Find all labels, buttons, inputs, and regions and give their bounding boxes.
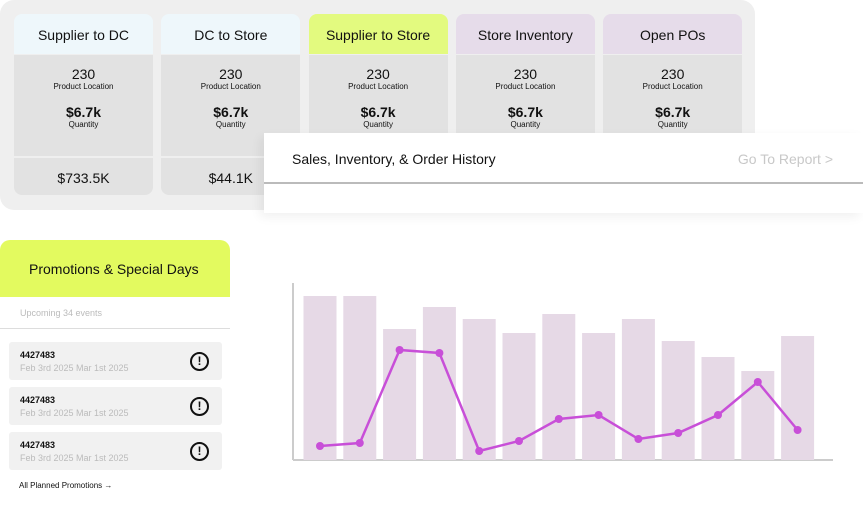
card-amount-label: Quantity [215, 120, 246, 129]
line-point [554, 415, 563, 423]
event-item: 4427483 Feb 3rd 2025 Mar 1st 2025! [9, 387, 222, 425]
line-point [475, 447, 484, 455]
report-link[interactable]: Go To Report > [737, 151, 833, 167]
line-point [714, 411, 722, 419]
alert-icon: ! [190, 397, 209, 416]
event-dates: Feb 3rd 2025 Mar 1st 2025 [20, 408, 129, 418]
card-title: Open POs [640, 27, 706, 43]
bar [661, 341, 695, 460]
card-title: Store Inventory [477, 27, 573, 43]
bar [701, 357, 735, 460]
line-point [355, 439, 364, 447]
alert-icon: ! [190, 442, 209, 461]
card-count: 230 [71, 66, 96, 82]
card-body [14, 55, 153, 156]
card-header [14, 14, 153, 54]
bar [582, 333, 616, 460]
card-count-label: Product Location [200, 82, 261, 91]
card-header [161, 14, 301, 54]
line-point [435, 349, 444, 357]
card-count-label: Product Location [348, 82, 409, 91]
line-point [395, 346, 404, 354]
event-id: 4427483 [20, 350, 56, 360]
promotions-panel: Promotions & Special Days Upcoming 34 ev… [0, 240, 230, 500]
card-count: 230 [661, 66, 685, 82]
card-title: DC to Store [194, 27, 268, 43]
line-point [674, 429, 683, 437]
report-panel: Sales, Inventory, & Order History Go To … [264, 133, 863, 213]
promotions-title: Promotions & Special Days [29, 261, 199, 277]
bar [462, 319, 496, 460]
card-count: 230 [219, 66, 243, 82]
card-count: 230 [513, 66, 538, 82]
line-point [594, 411, 603, 419]
alert-icon: ! [190, 352, 209, 371]
event-id: 4427483 [20, 440, 56, 450]
card-footer [14, 158, 153, 195]
card-count-label: Product Location [495, 82, 556, 91]
line-point [793, 426, 802, 434]
event-item: 4427483 Feb 3rd 2025 Mar 1st 2025! [9, 342, 222, 380]
line-point [316, 442, 324, 450]
divider [264, 182, 863, 184]
card-count: 230 [366, 66, 390, 82]
card-amount: $6.7k [65, 104, 102, 120]
divider [0, 328, 230, 329]
event-dates: Feb 3rd 2025 Mar 1st 2025 [20, 453, 129, 463]
card-amount: $6.7k [213, 104, 249, 120]
card-amount-label: Quantity [68, 120, 99, 129]
bar [422, 307, 456, 460]
card-amount: $6.7k [655, 104, 691, 120]
bar [343, 296, 377, 460]
card-amount: $6.7k [507, 104, 543, 120]
summary-panel: Supplier to DC 230 Product Location $6.7k Qu… [0, 0, 755, 210]
bar [781, 336, 815, 460]
card-amount: $6.7k [360, 104, 396, 120]
report-title: Sales, Inventory, & Order History [292, 151, 496, 167]
card-count-label: Product Location [642, 82, 703, 91]
line-point [634, 435, 643, 443]
line-point [753, 378, 762, 386]
bar [303, 296, 337, 460]
card-header [308, 14, 448, 54]
promotions-link[interactable]: All Planned Promotions → [19, 481, 113, 490]
card-header [455, 14, 595, 54]
card-total: $44.1K [208, 170, 253, 186]
event-item: 4427483 Feb 3rd 2025 Mar 1st 2025! [9, 432, 222, 470]
bar [542, 314, 576, 460]
card-amount-label: Quantity [510, 120, 541, 129]
card-amount-label: Quantity [657, 120, 688, 129]
summary-card: Supplier to DC 230 Product Location $6.7k Qu… [14, 14, 153, 195]
card-count-label: Product Location [53, 82, 114, 91]
card-total: $733.5K [57, 170, 110, 186]
line-point [515, 437, 523, 445]
card-title: Supplier to Store [325, 27, 431, 43]
promotions-header: Promotions & Special Days [0, 240, 230, 297]
card-header [603, 14, 743, 54]
card-amount-label: Quantity [363, 120, 393, 129]
event-dates: Feb 3rd 2025 Mar 1st 2025 [20, 363, 129, 373]
event-id: 4427483 [20, 395, 56, 405]
card-title: Supplier to DC [37, 27, 130, 43]
promotions-subtitle: Upcoming 34 events [20, 308, 103, 318]
